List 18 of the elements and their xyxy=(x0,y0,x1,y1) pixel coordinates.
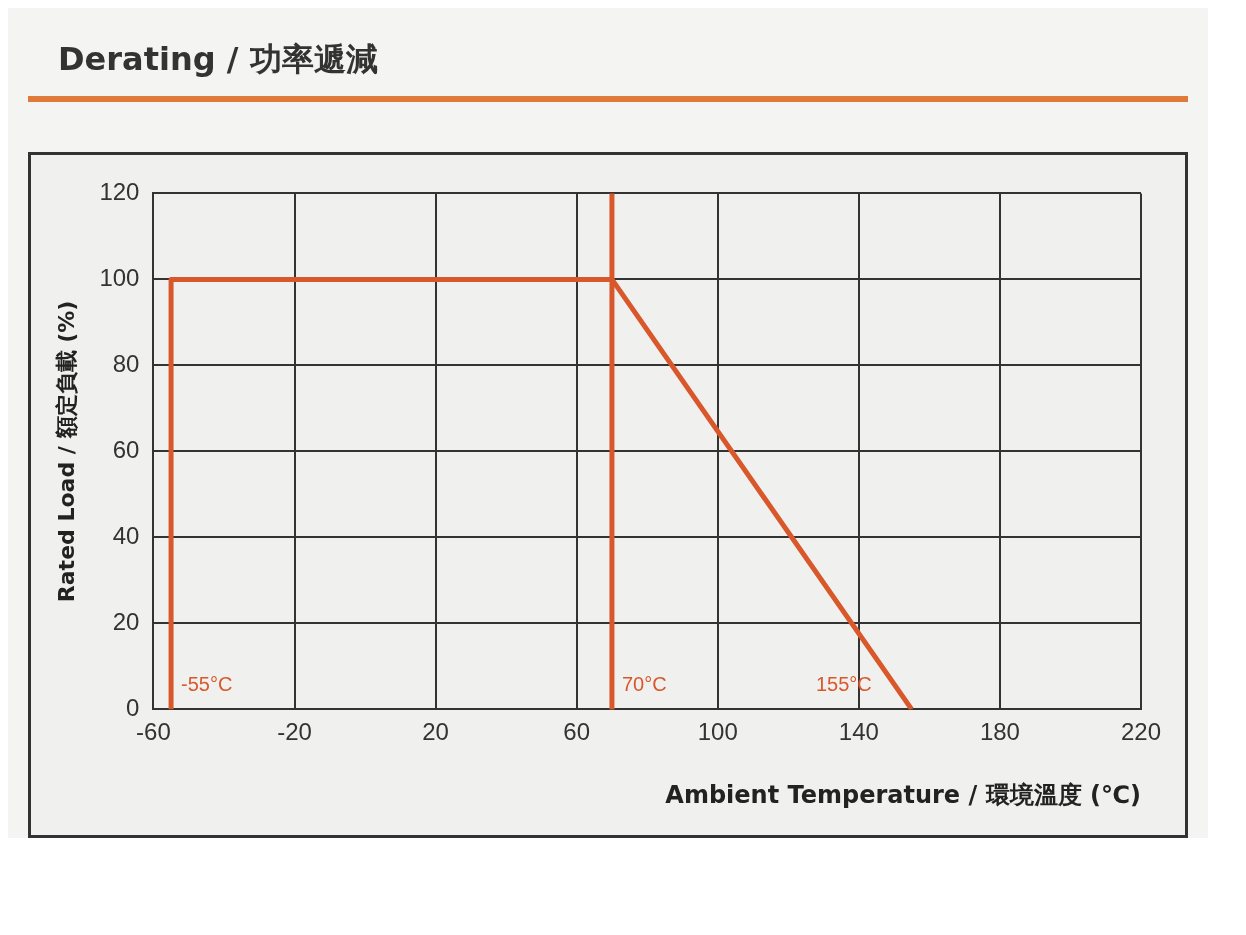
x-tick-label: 220 xyxy=(1120,718,1161,746)
x-tick-label: 60 xyxy=(563,718,591,746)
y-tick-label: 120 xyxy=(99,178,140,206)
x-tick-label: 100 xyxy=(697,718,738,746)
y-tick-label: 40 xyxy=(112,522,140,550)
y-tick-label: 20 xyxy=(112,608,140,636)
x-axis-title: Ambient Temperature / 環境溫度 (℃) xyxy=(665,780,1141,809)
annotation: -55°C xyxy=(181,673,233,696)
y-axis-title: Rated Load / 額定負載 (%) xyxy=(53,300,79,603)
x-tick-label: 180 xyxy=(979,718,1020,746)
ref-line-label: 70°C xyxy=(621,673,667,696)
x-tick-label: 20 xyxy=(422,718,449,746)
y-tick-label: 80 xyxy=(112,350,140,378)
chart-title: Derating / 功率遞減 xyxy=(28,8,1188,102)
x-tick-label: -20 xyxy=(277,718,312,746)
y-tick-label: 100 xyxy=(99,264,140,292)
y-tick-label: 60 xyxy=(112,436,140,464)
x-tick-label: 140 xyxy=(838,718,879,746)
